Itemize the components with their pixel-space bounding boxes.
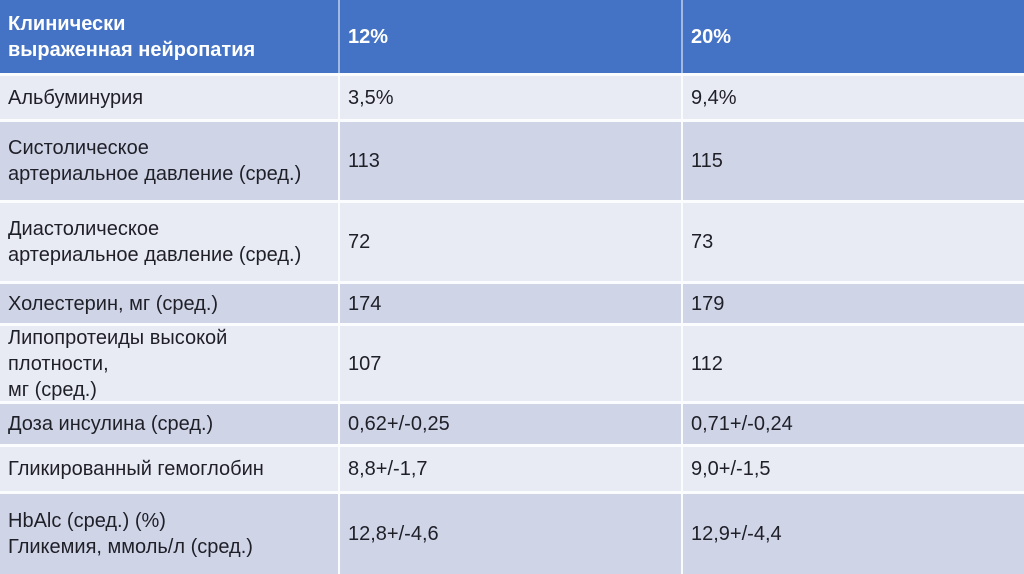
row-label: Гликированный гемоглобин xyxy=(0,447,340,491)
table-header-row: Клинически выраженная нейропатия 12% 20% xyxy=(0,0,1024,76)
table-row: Доза инсулина (сред.) 0,62+/-0,25 0,71+/… xyxy=(0,404,1024,447)
row-label: Холестерин, мг (сред.) xyxy=(0,284,340,323)
value-12-cell: 72 xyxy=(340,203,683,281)
table-row: HbAlc (сред.) (%) Гликемия, ммоль/л (сре… xyxy=(0,494,1024,574)
value-12-cell: 107 xyxy=(340,326,683,401)
value-12-cell: 3,5% xyxy=(340,76,683,119)
row-label: Доза инсулина (сред.) xyxy=(0,404,340,444)
table-row: Липопротеиды высокой плотности, мг (сред… xyxy=(0,326,1024,404)
table-row: Альбуминурия 3,5% 9,4% xyxy=(0,76,1024,122)
row-label: Альбуминурия xyxy=(0,76,340,119)
value-12-cell: 12,8+/-4,6 xyxy=(340,494,683,574)
header-value-20: 20% xyxy=(691,25,732,48)
value-20-cell: 115 xyxy=(691,150,723,172)
value-20-cell: 9,4% xyxy=(691,86,737,109)
row-label: HbAlc (сред.) (%) Гликемия, ммоль/л (сре… xyxy=(0,494,340,574)
row-label: Липопротеиды высокой плотности, мг (сред… xyxy=(0,326,340,401)
value-20-cell: 112 xyxy=(691,352,723,375)
value-20-cell: 12,9+/-4,4 xyxy=(691,523,782,545)
value-20-cell: 73 xyxy=(691,231,714,253)
table-row: Холестерин, мг (сред.) 174 179 xyxy=(0,284,1024,326)
table-row: Диастолическое артериальное давление (ср… xyxy=(0,203,1024,284)
value-12-cell: 8,8+/-1,7 xyxy=(340,447,683,491)
value-20-cell: 9,0+/-1,5 xyxy=(691,458,771,480)
header-label: Клинически выраженная нейропатия xyxy=(0,0,340,73)
value-20-cell: 179 xyxy=(691,292,725,315)
table-row: Гликированный гемоглобин 8,8+/-1,7 9,0+/… xyxy=(0,447,1024,494)
row-label: Систолическое артериальное давление (сре… xyxy=(0,122,340,200)
value-12-cell: 0,62+/-0,25 xyxy=(340,404,683,444)
value-12-cell: 174 xyxy=(340,284,683,323)
header-value-12: 12% xyxy=(340,0,683,73)
value-12-cell: 113 xyxy=(340,122,683,200)
table-row: Систолическое артериальное давление (сре… xyxy=(0,122,1024,203)
value-20-cell: 0,71+/-0,24 xyxy=(691,413,793,435)
row-label: Диастолическое артериальное давление (ср… xyxy=(0,203,340,281)
